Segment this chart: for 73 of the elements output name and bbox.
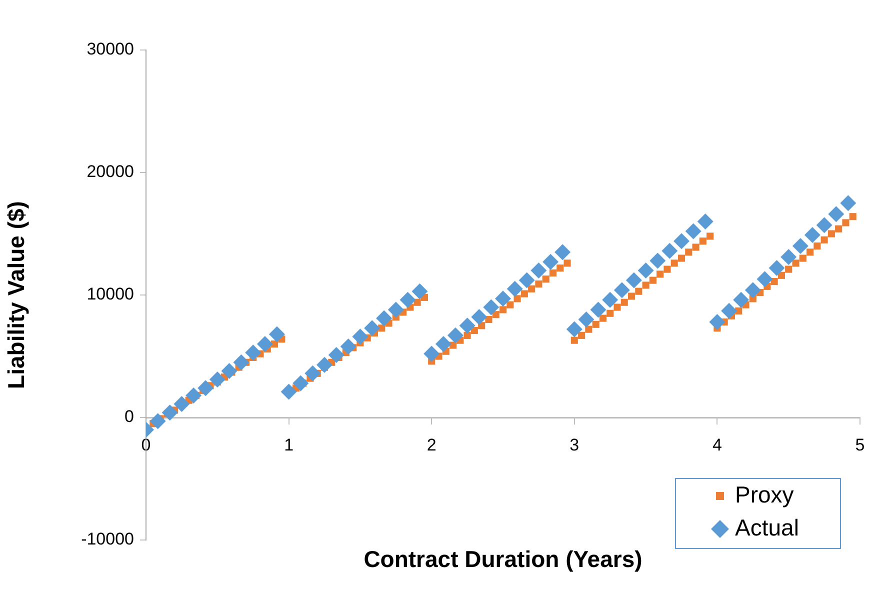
point [447,327,464,344]
y-tick-label: 10000 [86,284,134,304]
y-tick-label: 30000 [86,40,134,59]
point [245,344,262,361]
point [221,362,238,379]
legend-label: Actual [735,514,799,540]
point [256,336,273,352]
point [697,214,714,230]
point [780,249,797,266]
point [495,290,511,307]
point [733,292,750,308]
point [328,347,344,364]
point [828,206,844,222]
y-axis-title: Liability Value ($) [3,201,30,389]
point [709,314,726,330]
point [292,375,309,392]
point [792,238,808,254]
point [471,309,488,326]
legend-label: Proxy [735,481,794,508]
point [340,338,356,354]
point [650,252,666,269]
point [590,302,606,318]
point [816,217,832,234]
y-tick-label: 0 [124,407,134,426]
point [578,312,594,328]
point [186,387,202,404]
point [304,365,321,382]
point [316,356,332,373]
point [685,223,702,240]
point [459,318,476,334]
point [530,262,547,278]
y-tick-label: -10000 [81,530,134,549]
point [804,226,820,243]
point [674,233,690,250]
point [209,372,226,388]
x-axis-title: Contract Duration (Years) [362,546,644,573]
point [233,354,250,370]
point [174,396,190,412]
point [412,283,428,300]
point [768,260,785,276]
point [268,326,285,342]
x-tick-label: 3 [570,435,580,454]
point [280,384,297,400]
point [352,328,368,345]
point [376,310,392,326]
point [744,282,761,298]
y-tick-label: 20000 [86,162,134,182]
x-tick-label: 2 [426,435,436,454]
point [721,302,738,319]
point [756,271,773,288]
point [388,302,404,318]
point [150,413,166,430]
x-tick-label: 4 [712,435,722,454]
x-tick-label: 5 [855,435,865,454]
point [400,292,416,308]
point [602,292,618,308]
point [542,254,559,270]
point [483,299,500,316]
point [198,380,214,396]
point [554,244,571,260]
point [614,282,630,298]
x-tick-label: 1 [284,435,294,454]
point [506,280,523,297]
point [162,404,178,421]
point [424,346,440,362]
point [435,336,452,352]
point [662,242,678,259]
point [518,272,535,288]
point [638,262,654,278]
point [364,320,380,336]
point [566,321,582,338]
point [840,195,856,212]
point [626,272,642,288]
